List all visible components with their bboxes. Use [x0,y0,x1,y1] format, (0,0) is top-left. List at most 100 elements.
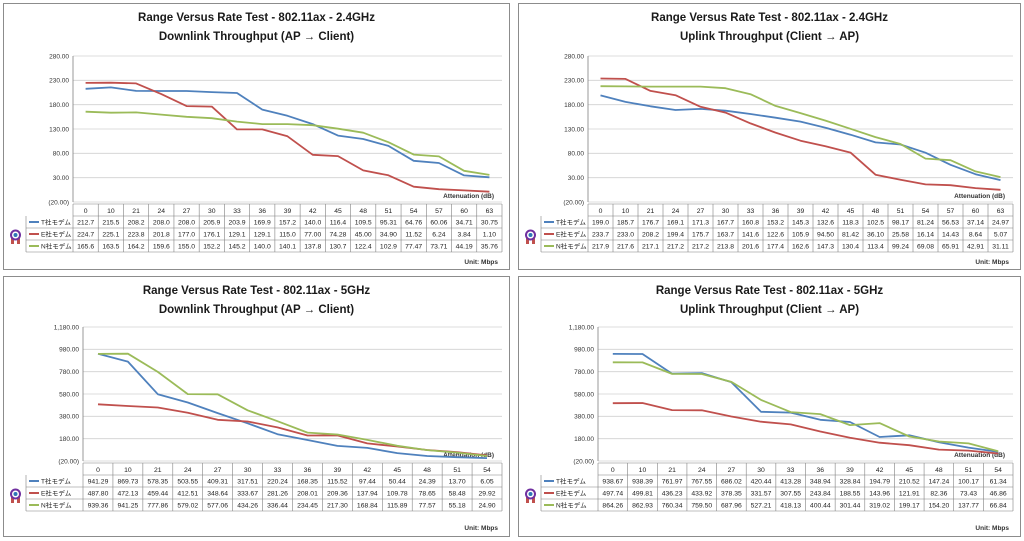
x-tick-label: 51 [453,467,461,474]
x-tick-label: 48 [872,208,880,215]
y-tick-label: 230.00 [564,78,584,85]
y-tick-label: 80.00 [53,151,70,158]
x-tick-label: 42 [822,208,830,215]
data-label: 105.9 [792,231,809,238]
y-tick-label: (20.00) [48,199,69,206]
y-tick-label: (20.00) [58,458,79,465]
x-tick-label: 63 [486,208,494,215]
data-label: 122.6 [767,231,784,238]
legend-label: T社モデム [41,217,71,226]
x-tick-label: 54 [410,208,418,215]
data-label: 862.93 [632,502,653,509]
data-label: 177.0 [178,231,195,238]
x-tick-label: 63 [997,208,1005,215]
data-label: 145.3 [792,219,809,226]
y-tick-label: 180.00 [574,436,594,443]
y-tick-label: 280.00 [564,53,584,60]
data-label: 217.6 [617,243,634,250]
x-tick-label: 10 [124,467,132,474]
data-label: 420.44 [751,478,772,485]
x-tick-label: 0 [611,467,615,474]
chart-subtitle: Uplink Throughput (Client → AP) [680,304,859,316]
series-line-t [600,94,1001,181]
data-label: 176.1 [203,231,220,238]
legend-label: N社モデム [556,241,587,250]
data-label: 3.84 [458,231,471,238]
data-label: 152.2 [203,243,220,250]
data-label: 8.64 [969,231,982,238]
series-line-e [97,403,488,457]
data-label: 348.64 [207,490,228,497]
x-tick-label: 48 [423,467,431,474]
x-tick-label: 27 [214,467,222,474]
legend-label: E社モデム [556,229,587,238]
chart-5ghz-uplink: Range Versus Rate Test - 802.11ax - 5GHz… [525,285,1014,532]
data-label: 578.35 [147,478,168,485]
data-label: 37.14 [967,219,984,226]
data-label: 171.3 [692,219,709,226]
data-label: 137.77 [958,502,979,509]
data-label: 159.6 [153,243,170,250]
x-tick-label: 45 [393,467,401,474]
unit-label: Unit: Mbps [464,525,498,532]
y-tick-label: 80.00 [568,151,585,158]
x-tick-label: 24 [158,208,166,215]
data-label: 147.24 [928,478,949,485]
legend-label: N社モデム [41,500,72,509]
data-label: 761.97 [662,478,683,485]
data-label: 155.0 [178,243,195,250]
x-tick-label: 30 [757,467,765,474]
data-label: 77.57 [419,502,436,509]
data-label: 378.35 [721,490,742,497]
x-tick-label: 42 [876,467,884,474]
data-label: 199.17 [899,502,920,509]
x-tick-label: 45 [847,208,855,215]
data-label: 307.55 [780,490,801,497]
data-label: 95.31 [380,219,397,226]
series-line-n [97,352,488,457]
data-label: 201.6 [742,243,759,250]
data-label: 194.79 [869,478,890,485]
data-label: 201.8 [153,231,170,238]
legend-label: T社モデム [41,476,71,485]
data-label: 73.43 [960,490,977,497]
series-line-t [85,86,490,179]
data-label: 74.28 [329,231,346,238]
data-label: 24.90 [479,502,496,509]
x-tick-label: 21 [668,467,676,474]
data-label: 938.67 [602,478,623,485]
x-tick-label: 42 [364,467,372,474]
data-label: 317.51 [237,478,258,485]
data-label: 35.76 [481,243,498,250]
x-tick-label: 27 [183,208,191,215]
chart-panel-24ghz-downlink: Range Versus Rate Test - 802.11ax - 2.4G… [3,3,510,270]
x-tick-label: 57 [435,208,443,215]
data-label: 409.31 [207,478,228,485]
data-label: 319.02 [869,502,890,509]
data-label: 577.06 [207,502,228,509]
data-label: 109.5 [355,219,372,226]
data-label: 13.70 [449,478,466,485]
data-label: 6.05 [480,478,493,485]
data-label: 686.02 [721,478,742,485]
data-label: 36.10 [867,231,884,238]
chart-subtitle: Downlink Throughput (AP → Client) [159,31,354,43]
x-tick-label: 21 [154,467,162,474]
y-tick-label: 30.00 [568,175,585,182]
x-tick-label: 10 [107,208,115,215]
data-label: 209.36 [327,490,348,497]
x-tick-label: 60 [460,208,468,215]
data-label: 6.24 [432,231,445,238]
data-label: 185.7 [617,219,634,226]
legend-label: T社モデム [556,217,586,226]
data-label: 164.2 [128,243,145,250]
data-label: 29.92 [479,490,496,497]
data-label: 77.00 [304,231,321,238]
series-line-t [612,353,999,453]
series-line-n [85,110,490,176]
data-label: 31.11 [992,243,1009,250]
legend-label: N社モデム [556,500,587,509]
data-label: 160.8 [742,219,759,226]
y-tick-label: 180.00 [564,102,584,109]
legend-label: N社モデム [41,241,72,250]
